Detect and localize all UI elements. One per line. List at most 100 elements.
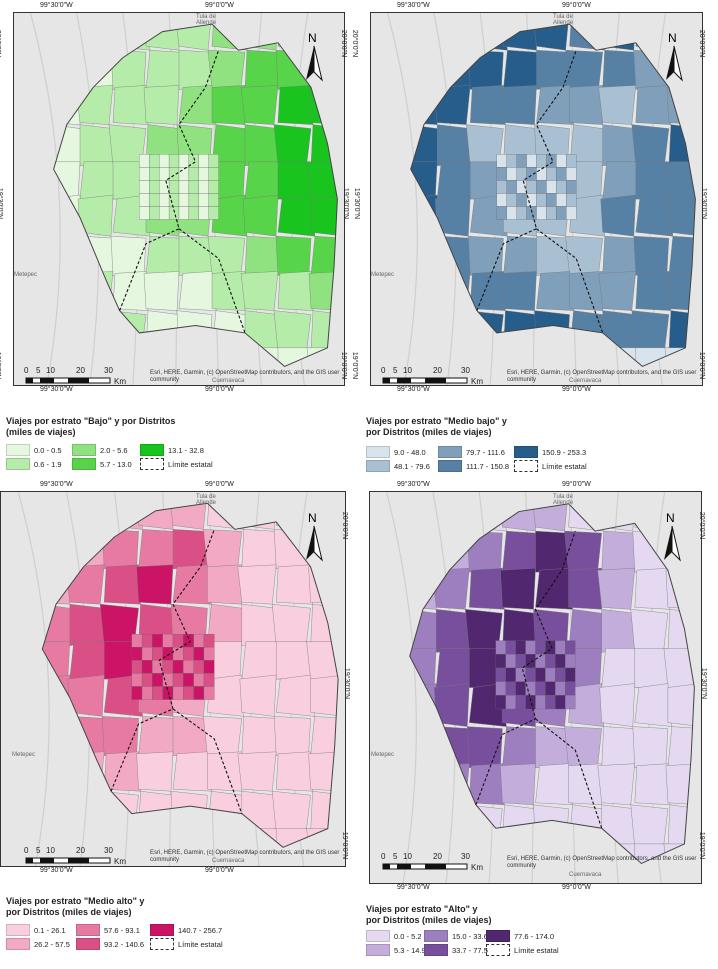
district-polygon <box>149 180 160 194</box>
state-boundary-line <box>178 228 246 334</box>
district-polygon <box>409 648 437 688</box>
district-polygon <box>565 640 576 655</box>
district-polygon <box>53 124 85 167</box>
district-polygon <box>69 716 107 757</box>
district-polygon <box>545 640 556 655</box>
district-polygon <box>162 660 174 674</box>
district-polygon <box>515 695 526 710</box>
district-polygon <box>203 647 215 661</box>
district-polygon <box>410 161 438 200</box>
district-polygon <box>564 530 602 573</box>
district-polygon <box>370 764 407 805</box>
district-polygon <box>110 49 147 90</box>
district-polygons <box>370 503 695 864</box>
legend-title: Viajes por estrato "Alto" y <box>366 904 478 914</box>
district-polygon <box>568 503 604 532</box>
place-label: Tula de Allende <box>553 14 574 26</box>
district-polygon <box>308 85 338 125</box>
district-polygon <box>241 529 279 570</box>
scale-tick: 10 <box>46 366 55 375</box>
district-polygon <box>149 167 160 181</box>
district-polygon <box>193 660 205 674</box>
district-polygon <box>506 154 517 168</box>
district-polygon <box>1 565 39 604</box>
district-polygon <box>162 686 174 700</box>
district-polygon <box>536 85 574 125</box>
lon-label-left: 99°30'0"W <box>397 481 430 488</box>
district-polygon <box>193 647 205 661</box>
district-polygon <box>198 206 209 220</box>
legend-title: Viajes por estrato "Medio bajo" y <box>366 416 507 426</box>
north-arrow-icon: N <box>302 511 326 567</box>
district-polygon <box>69 641 109 680</box>
legend-item: 111.7 - 150.8 <box>438 460 509 472</box>
lon-label-right: 99°0'0"W <box>205 2 234 9</box>
district-polygon <box>308 564 339 605</box>
district-polygon <box>207 751 243 792</box>
legend-item: 9.0 - 48.0 <box>366 446 426 458</box>
district-polygon <box>188 167 199 181</box>
district-polygon <box>468 49 504 90</box>
district-polygon <box>409 503 439 532</box>
district-polygon <box>178 193 190 207</box>
district-polygon <box>555 667 566 682</box>
district-polygon <box>14 195 47 236</box>
district-polygon <box>14 125 47 166</box>
district-polygon <box>496 167 507 181</box>
district-polygon <box>152 673 163 687</box>
district-polygon <box>556 193 567 207</box>
district-polygon <box>667 726 695 768</box>
district-polygon <box>536 193 547 207</box>
district-polygon <box>568 763 602 806</box>
legend-item: 15.0 - 33.6 <box>424 930 488 942</box>
district-polygon <box>149 193 160 207</box>
district-polygon <box>139 193 150 207</box>
district-polygon <box>14 50 47 89</box>
district-map <box>371 13 696 385</box>
district-polygon <box>516 206 527 220</box>
district-polygon <box>42 529 71 570</box>
district-polygon <box>631 310 670 353</box>
legend-bajo: Viajes por estrato "Bajo" y por Distrito… <box>6 416 346 470</box>
district-polygon <box>665 567 695 610</box>
district-polygon <box>188 193 199 207</box>
lat-label-top: 20°0'0"N <box>340 29 348 58</box>
district-polygon <box>525 640 536 655</box>
district-polygon <box>159 154 170 168</box>
district-map <box>1 492 339 866</box>
district-polygon <box>240 271 279 311</box>
scale-tick: 30 <box>104 846 113 855</box>
district-polygon <box>633 235 670 276</box>
district-polygon <box>536 235 570 276</box>
district-polygon <box>139 167 150 181</box>
legend-alto: Viajes por estrato "Alto" y por Distrito… <box>366 904 706 962</box>
district-polygon <box>168 206 180 220</box>
district-polygon <box>598 271 637 311</box>
place-label: Metepec <box>371 752 395 758</box>
district-polygon <box>241 716 279 757</box>
scale-tick: 30 <box>104 366 113 375</box>
legend-boundary: Límite estatal <box>150 938 223 950</box>
district-polygon <box>211 271 246 311</box>
district-polygon <box>634 763 671 806</box>
district-polygon <box>526 193 537 207</box>
district-polygon <box>193 673 205 687</box>
district-polygon <box>162 633 174 648</box>
district-polygon <box>112 85 149 125</box>
legend-boundary: Límite estatal <box>514 460 587 472</box>
district-polygon <box>434 24 471 51</box>
district-polygon <box>467 530 503 573</box>
scale-unit: Km <box>471 377 483 386</box>
legend-item: 5.7 - 13.0 <box>72 458 132 470</box>
district-polygon <box>556 206 567 220</box>
district-polygon <box>371 125 404 166</box>
district-polygon <box>505 654 516 669</box>
district-polygon <box>556 154 567 168</box>
lat-label-bottom: 19°0'0"N <box>341 831 349 860</box>
district-polygon <box>139 154 150 168</box>
district-polygon <box>566 154 577 168</box>
legend-item: 48.1 - 79.6 <box>366 460 430 472</box>
district-polygon <box>207 564 243 605</box>
scale-tick: 5 <box>393 366 398 375</box>
district-polygon <box>506 180 517 194</box>
